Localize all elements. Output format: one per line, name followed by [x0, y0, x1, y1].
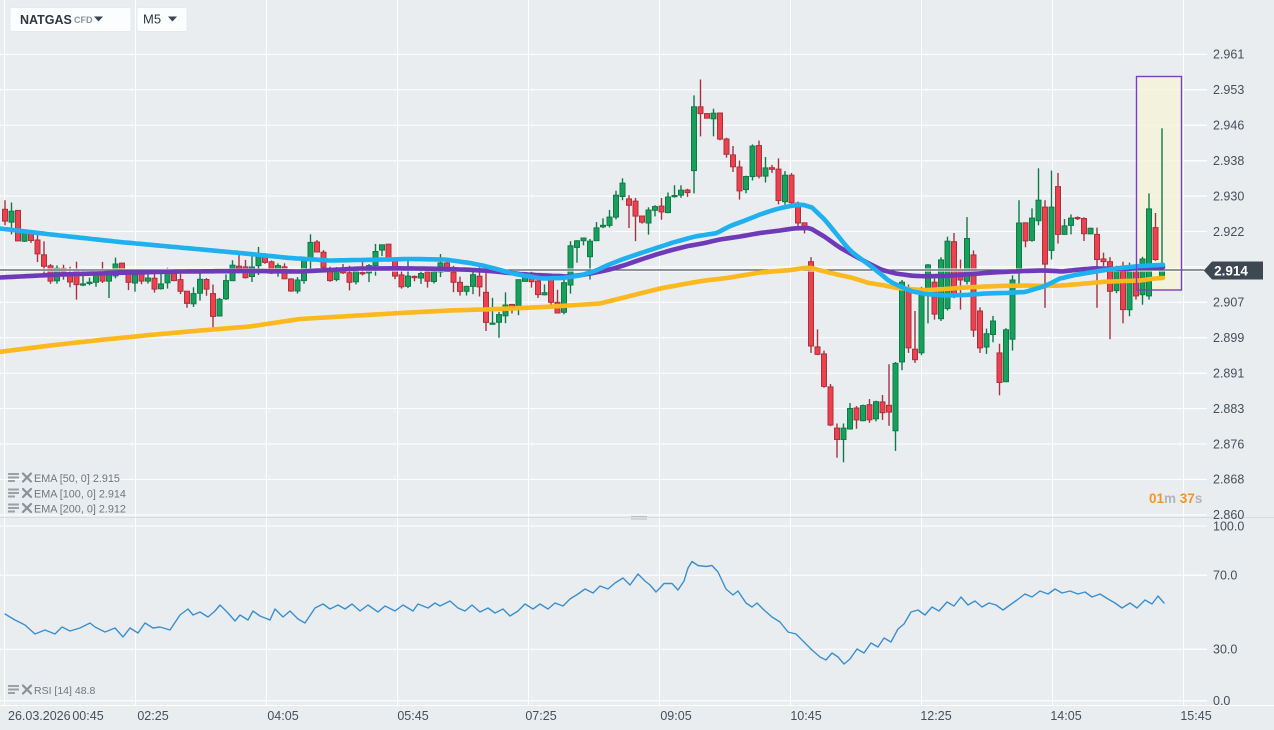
svg-text:2.891: 2.891	[1213, 367, 1244, 381]
svg-text:2.876: 2.876	[1213, 437, 1244, 451]
svg-text:2.883: 2.883	[1213, 402, 1244, 416]
svg-text:26.03.2026: 26.03.2026	[8, 709, 71, 723]
svg-text:NATGAS: NATGAS	[20, 13, 72, 27]
svg-text:02:25: 02:25	[137, 709, 168, 723]
svg-text:10:45: 10:45	[790, 709, 821, 723]
svg-text:15:45: 15:45	[1180, 709, 1211, 723]
svg-text:00:45: 00:45	[72, 709, 103, 723]
svg-text:14:05: 14:05	[1050, 709, 1081, 723]
svg-text:100.0: 100.0	[1213, 519, 1244, 533]
svg-text:2.914: 2.914	[1214, 264, 1248, 279]
svg-text:2.899: 2.899	[1213, 331, 1244, 345]
svg-text:2.922: 2.922	[1213, 225, 1244, 239]
svg-text:07:25: 07:25	[525, 709, 556, 723]
svg-text:2.961: 2.961	[1213, 48, 1244, 62]
svg-text:CFD: CFD	[74, 15, 93, 25]
svg-text:2.930: 2.930	[1213, 189, 1244, 203]
svg-text:M5: M5	[143, 12, 161, 27]
svg-text:09:05: 09:05	[660, 709, 691, 723]
svg-text:04:05: 04:05	[267, 709, 298, 723]
svg-text:EMA [50, 0] 2.915: EMA [50, 0] 2.915	[34, 473, 120, 485]
svg-text:12:25: 12:25	[920, 709, 951, 723]
svg-text:2.938: 2.938	[1213, 154, 1244, 168]
svg-text:2.860: 2.860	[1213, 508, 1244, 522]
svg-text:EMA [100, 0] 2.914: EMA [100, 0] 2.914	[34, 489, 126, 501]
svg-text:2.868: 2.868	[1213, 473, 1244, 487]
svg-text:70.0: 70.0	[1213, 569, 1237, 583]
svg-text:RSI [14] 48.8: RSI [14] 48.8	[34, 685, 95, 697]
svg-text:0.0: 0.0	[1213, 694, 1230, 708]
svg-text:30.0: 30.0	[1213, 643, 1237, 657]
svg-text:2.946: 2.946	[1213, 119, 1244, 133]
svg-text:05:45: 05:45	[397, 709, 428, 723]
svg-text:01m 37s: 01m 37s	[1149, 491, 1202, 506]
svg-text:2.953: 2.953	[1213, 83, 1244, 97]
svg-text:EMA [200, 0] 2.912: EMA [200, 0] 2.912	[34, 504, 126, 516]
svg-text:2.907: 2.907	[1213, 296, 1244, 310]
